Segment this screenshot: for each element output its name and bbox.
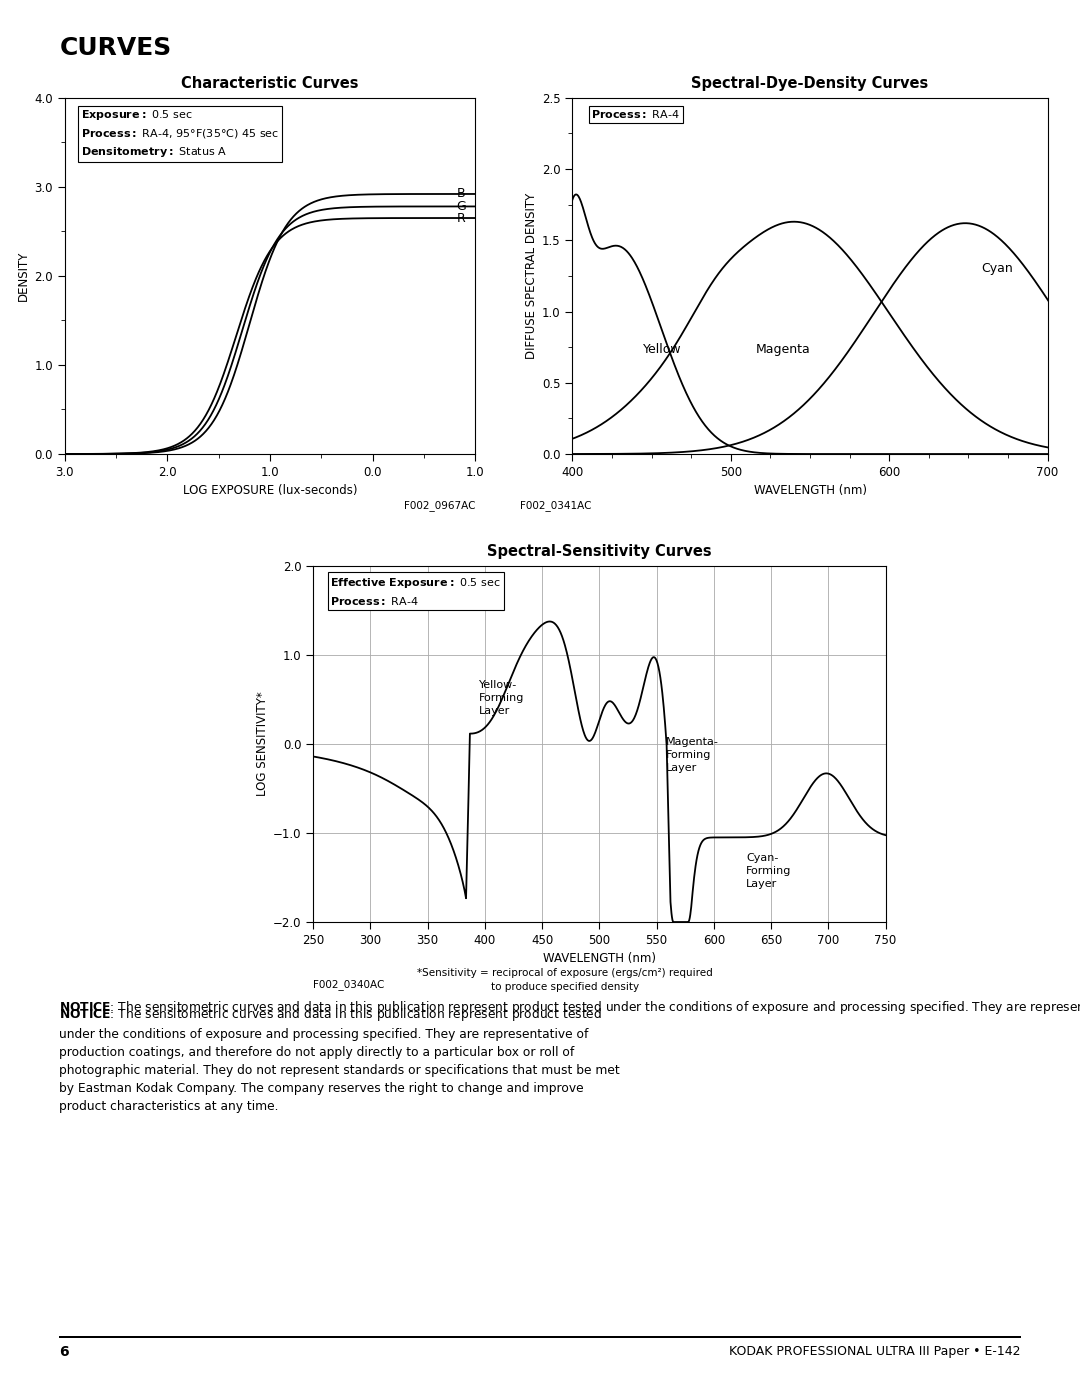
Text: CURVES: CURVES: [59, 36, 172, 60]
Text: Yellow: Yellow: [644, 342, 681, 356]
Title: Characteristic Curves: Characteristic Curves: [181, 75, 359, 91]
X-axis label: LOG EXPOSURE (lux-seconds): LOG EXPOSURE (lux-seconds): [183, 485, 357, 497]
Text: 6: 6: [59, 1345, 69, 1359]
Text: G: G: [457, 200, 467, 212]
Text: Magenta-
Forming
Layer: Magenta- Forming Layer: [665, 736, 718, 773]
Text: *Sensitivity = reciprocal of exposure (ergs/cm²) required
to produce specified d: *Sensitivity = reciprocal of exposure (e…: [417, 968, 713, 992]
Text: F002_0340AC: F002_0340AC: [313, 979, 384, 990]
Text: KODAK PROFESSIONAL ULTRA III Paper • E-142: KODAK PROFESSIONAL ULTRA III Paper • E-1…: [729, 1345, 1021, 1358]
Text: $\bf{Process:}$ RA-4: $\bf{Process:}$ RA-4: [592, 109, 680, 120]
Text: Cyan: Cyan: [981, 263, 1013, 275]
Text: $\bf{NOTICE}$: The sensitometric curves and data in this publication represent p: $\bf{NOTICE}$: The sensitometric curves …: [59, 999, 1080, 1016]
Text: B: B: [457, 187, 465, 201]
Y-axis label: DIFFUSE SPECTRAL DENSITY: DIFFUSE SPECTRAL DENSITY: [525, 193, 538, 359]
X-axis label: WAVELENGTH (nm): WAVELENGTH (nm): [754, 485, 866, 497]
Text: Yellow-
Forming
Layer: Yellow- Forming Layer: [480, 680, 525, 717]
Text: Magenta: Magenta: [756, 342, 810, 356]
Text: R: R: [457, 211, 465, 225]
Title: Spectral-Sensitivity Curves: Spectral-Sensitivity Curves: [487, 543, 712, 559]
Text: $\bf{Exposure:}$ 0.5 sec
$\bf{Process:}$ RA-4, 95°F(35°C) 45 sec
$\bf{Densitomet: $\bf{Exposure:}$ 0.5 sec $\bf{Process:}$…: [81, 109, 280, 159]
Text: $\bf{NOTICE}$: The sensitometric curves and data in this publication represent p: $\bf{NOTICE}$: The sensitometric curves …: [59, 1006, 620, 1113]
Text: $\bf{Effective\ Exposure:}$ 0.5 sec
$\bf{Process:}$ RA-4: $\bf{Effective\ Exposure:}$ 0.5 sec $\bf…: [330, 577, 501, 608]
Text: Cyan-
Forming
Layer: Cyan- Forming Layer: [746, 852, 792, 888]
Text: F002_0967AC: F002_0967AC: [404, 500, 475, 511]
Text: F002_0341AC: F002_0341AC: [521, 500, 592, 511]
Y-axis label: DENSITY: DENSITY: [17, 250, 30, 302]
Y-axis label: LOG SENSITIVITY*: LOG SENSITIVITY*: [256, 692, 269, 796]
Title: Spectral-Dye-Density Curves: Spectral-Dye-Density Curves: [691, 75, 929, 91]
X-axis label: WAVELENGTH (nm): WAVELENGTH (nm): [543, 953, 656, 965]
